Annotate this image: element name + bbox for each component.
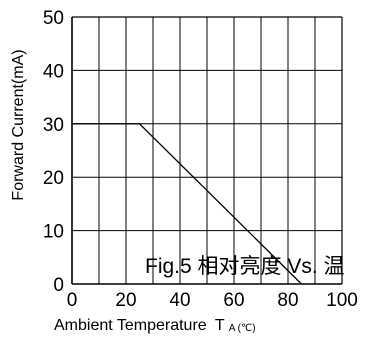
x-axis-title-subscript: A (℃)	[229, 323, 256, 334]
x-tick-label: 0	[67, 290, 78, 311]
x-axis-title-text: Ambient Temperature	[54, 317, 207, 334]
x-tick-label: 100	[326, 290, 358, 311]
x-axis-title: Ambient Temperature T A (℃)	[54, 317, 256, 334]
plot-frame	[71, 16, 343, 285]
figure-caption-annotation: Fig.5 相对亮度 Vs. 温	[145, 255, 345, 278]
x-tick-label: 80	[277, 290, 298, 311]
y-tick-label: 40	[43, 61, 64, 82]
x-tick-label: 40	[169, 290, 190, 311]
y-tick-labels: 0 10 20 30 40 50	[43, 8, 64, 296]
x-tick-labels: 0 20 40 60 80 100	[67, 290, 358, 311]
series-group	[72, 123, 302, 285]
y-tick-label: 10	[43, 222, 64, 243]
y-axis-title: Forward Current(mA)	[10, 49, 27, 200]
x-tick-label: 60	[223, 290, 244, 311]
x-axis-title-symbol: T	[215, 317, 225, 334]
x-tick-label: 20	[115, 290, 136, 311]
y-tick-label: 50	[43, 8, 64, 29]
y-tick-label: 0	[53, 275, 64, 296]
grid-lines	[72, 17, 342, 284]
series-line-0	[72, 123, 302, 285]
y-tick-label: 20	[43, 168, 64, 189]
y-tick-label: 30	[43, 115, 64, 136]
